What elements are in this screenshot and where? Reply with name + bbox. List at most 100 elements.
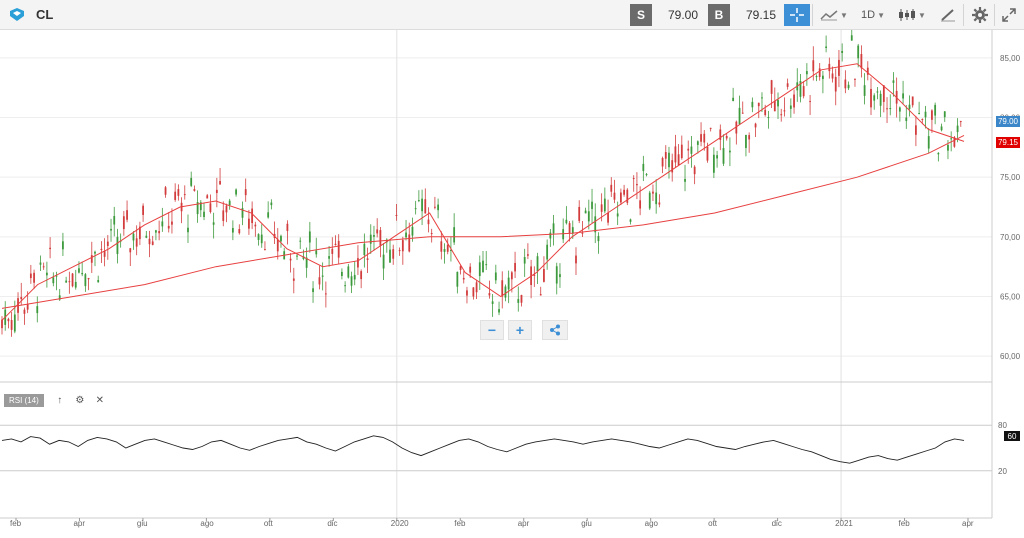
candle-body [122, 216, 125, 230]
buy-price[interactable]: 79.15 [745, 8, 776, 22]
candle-body [655, 192, 658, 205]
gear-icon[interactable]: ⚙ [75, 394, 85, 406]
sell-price[interactable]: 79.00 [667, 8, 698, 22]
sell-label[interactable]: S [630, 4, 652, 26]
candle-body [684, 178, 686, 182]
candle-body [231, 227, 234, 233]
instrument-symbol: CL [36, 7, 54, 22]
candle-body [376, 229, 379, 234]
candle-body [401, 240, 404, 252]
candle-body [886, 108, 888, 110]
candle-body [825, 46, 828, 48]
x-tick-label: ago [200, 519, 214, 528]
candle-body [866, 67, 869, 75]
candle-body [398, 250, 401, 252]
buy-label[interactable]: B [708, 4, 730, 26]
candle-body [142, 205, 144, 215]
candle-body [292, 278, 295, 281]
draw-tools-button[interactable] [936, 4, 960, 26]
candle-body [876, 91, 879, 93]
candle-body [219, 181, 221, 185]
candle-body [482, 260, 484, 273]
arrow-up-icon[interactable]: ↑ [57, 394, 63, 406]
candle-body [562, 229, 565, 240]
candle-body [411, 226, 414, 236]
candle-body [626, 189, 629, 203]
candle-body [97, 280, 100, 283]
candle-body [841, 50, 844, 53]
candle-body [357, 258, 359, 268]
candle-body [940, 126, 943, 131]
candle-body [773, 100, 776, 112]
candle-type-button[interactable]: ▼ [894, 4, 930, 26]
rsi-label[interactable]: RSI (14) [4, 393, 44, 407]
candle-body [831, 73, 834, 79]
candle-body [29, 273, 32, 279]
settings-button[interactable] [968, 4, 992, 26]
candle-body [113, 216, 116, 225]
candle-body [661, 158, 664, 167]
chevron-down-icon: ▼ [877, 10, 885, 20]
candle-body [324, 293, 327, 295]
candle-body [126, 210, 128, 220]
candle-body [270, 202, 273, 206]
candle-body [847, 84, 850, 89]
candle-body [696, 141, 699, 145]
candle-body [167, 225, 170, 229]
candle-body [571, 227, 574, 234]
candle-body [931, 110, 933, 120]
candle-body [594, 216, 597, 233]
candle-body [174, 191, 177, 200]
candle-body [783, 110, 786, 112]
candle-body [478, 262, 481, 276]
close-icon[interactable]: ✕ [95, 394, 104, 406]
candle-body [777, 99, 779, 107]
toolbar-divider [994, 4, 995, 26]
candle-body [677, 154, 680, 166]
candle-body [501, 280, 504, 297]
candle-body [642, 163, 645, 171]
y-tick-label: 70,00 [1000, 233, 1021, 242]
candle-body [488, 293, 491, 296]
candle-body [664, 152, 667, 159]
candle-body [555, 266, 558, 284]
candle-body [543, 268, 545, 282]
candle-body [863, 85, 866, 96]
candle-body [712, 154, 715, 173]
candle-body [385, 239, 388, 243]
x-tick-label: giu [581, 519, 592, 528]
candle-body [299, 240, 302, 242]
crosshair-button[interactable] [784, 4, 810, 26]
candle-body [366, 258, 369, 260]
candle-body [193, 189, 196, 191]
candle-body [799, 81, 802, 97]
candle-body [116, 236, 119, 254]
candle-body [526, 254, 529, 256]
candle-body [94, 251, 96, 254]
chart-canvas[interactable]: 85,0080,0075,0070,0065,0060,008020febapr… [0, 30, 1024, 530]
candle-body [42, 266, 45, 268]
period-label: 1D [861, 9, 876, 21]
zoom-in-button[interactable]: + [508, 320, 532, 340]
candle-body [235, 189, 237, 195]
candle-body [52, 277, 55, 284]
candle-body [559, 274, 561, 278]
candle-body [639, 200, 642, 209]
chevron-down-icon: ▼ [840, 10, 848, 20]
share-button[interactable] [542, 320, 568, 340]
y-tick-label: 75,00 [1000, 173, 1021, 182]
candle-body [135, 238, 138, 247]
candle-body [703, 133, 706, 143]
zoom-out-button[interactable]: − [480, 320, 504, 340]
candle-body [389, 249, 391, 263]
candle-body [257, 234, 260, 240]
chart-type-button[interactable]: ▼ [816, 4, 852, 26]
fullscreen-button[interactable] [998, 4, 1020, 26]
candle-body [844, 79, 847, 89]
logo-icon[interactable] [8, 7, 26, 23]
candle-body [597, 235, 600, 242]
candle-body [648, 192, 651, 209]
candle-body [812, 60, 815, 72]
candle-body [289, 258, 292, 261]
period-button[interactable]: 1D ▼ [858, 4, 888, 26]
